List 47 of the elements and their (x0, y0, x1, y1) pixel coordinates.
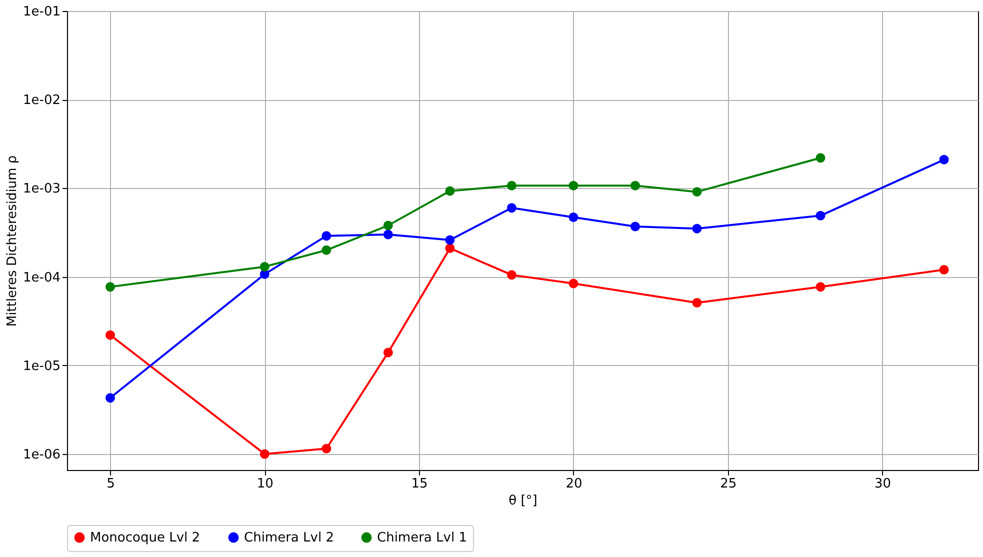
point (105, 393, 115, 403)
y-tick-label: 1e-04 (22, 270, 60, 286)
x-tick-label: 20 (566, 476, 582, 492)
point (105, 330, 115, 340)
point (322, 444, 332, 454)
point (445, 186, 455, 196)
y-axis-title: Mittleres Dichteresidium ρ (5, 155, 20, 327)
point (260, 262, 270, 272)
y-tick-label: 1e-01 (22, 4, 60, 20)
x-tick-label: 15 (411, 476, 428, 492)
point (506, 270, 516, 280)
point (506, 203, 516, 213)
legend-label: Chimera Lvl 1 (377, 530, 467, 546)
x-axis-title: θ [°] (508, 494, 538, 508)
point (260, 449, 270, 459)
point (816, 210, 826, 220)
x-tick-label: 10 (256, 476, 274, 492)
point (568, 278, 578, 288)
point (630, 222, 640, 232)
point (383, 220, 393, 230)
point (568, 212, 578, 222)
point (568, 180, 578, 190)
y-tick-label: 1e-06 (22, 448, 60, 463)
point (816, 153, 826, 163)
point (816, 282, 826, 292)
x-tick-label: 25 (720, 476, 737, 492)
y-tick-label: 1e-02 (22, 93, 60, 108)
point (939, 154, 949, 164)
point (630, 180, 640, 190)
point (692, 187, 702, 197)
point (322, 245, 332, 255)
y-tick-label: 1e-05 (22, 358, 60, 374)
point (692, 224, 702, 234)
point (383, 230, 393, 240)
point (105, 282, 115, 292)
x-tick-label: 30 (874, 476, 892, 492)
point (939, 265, 949, 275)
point (445, 244, 455, 253)
x-tick-label: 5 (106, 476, 115, 492)
y-tick-label: 1e-03 (22, 182, 60, 197)
legend-label: Monocoque Lvl 2 (90, 530, 200, 546)
legend-label: Chimera Lvl 2 (244, 530, 334, 546)
point (692, 298, 702, 308)
point (506, 180, 516, 190)
point (445, 235, 455, 245)
point (383, 348, 393, 358)
point (322, 231, 332, 241)
